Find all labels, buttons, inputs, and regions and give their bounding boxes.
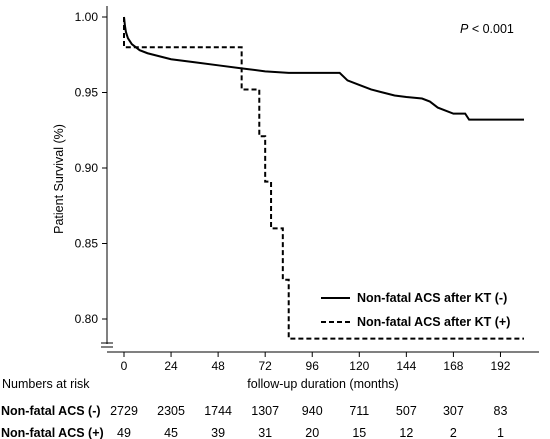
risk-count: 83 — [494, 404, 508, 418]
risk-count: 1744 — [204, 404, 232, 418]
x-axis-title: follow-up duration (months) — [247, 377, 398, 391]
risk-count: 39 — [211, 426, 225, 439]
y-tick-label: 0.80 — [75, 312, 99, 326]
y-tick-label: 1.00 — [75, 10, 99, 24]
y-tick-label: 0.95 — [75, 86, 99, 100]
risk-count: 31 — [258, 426, 272, 439]
risk-count: 12 — [399, 426, 413, 439]
survival-line-acs-positive — [123, 17, 524, 340]
risk-count: 307 — [443, 404, 464, 418]
x-tick-label: 120 — [349, 359, 369, 373]
x-tick-label: 144 — [396, 359, 416, 373]
x-tick-label: 72 — [258, 359, 272, 373]
p-value-annotation: P < 0.001 — [460, 22, 514, 36]
risk-row-label-positive: Non-fatal ACS (+) — [1, 426, 104, 439]
y-axis-title: Patient Survival (%) — [52, 124, 66, 234]
risk-count: 2729 — [110, 404, 138, 418]
survival-line-acs-negative — [123, 16, 524, 121]
x-ticks: 0 24 48 72 96 120 144 168 192 — [121, 352, 511, 373]
x-tick-label: 0 — [121, 359, 128, 373]
legend: Non-fatal ACS after KT (-) Non-fatal ACS… — [321, 291, 510, 329]
risk-table-values: 2729 2305 1744 1307 940 711 507 307 83 49 45 39 31 20… — [110, 404, 507, 439]
risk-table-title: Numbers at risk — [2, 377, 90, 391]
risk-count: 2 — [450, 426, 457, 439]
y-tick-label: 0.90 — [75, 161, 99, 175]
y-ticks: 0.80 0.85 0.90 0.95 1.00 — [75, 10, 107, 326]
p-value-symbol: P — [460, 22, 469, 36]
risk-count: 1 — [497, 426, 504, 439]
risk-row-label-negative: Non-fatal ACS (-) — [1, 404, 101, 418]
risk-count: 940 — [302, 404, 323, 418]
risk-count: 507 — [396, 404, 417, 418]
legend-label-positive: Non-fatal ACS after KT (+) — [357, 315, 510, 329]
x-tick-label: 168 — [443, 359, 463, 373]
risk-count: 49 — [117, 426, 131, 439]
legend-label-negative: Non-fatal ACS after KT (-) — [357, 291, 507, 305]
risk-count: 20 — [305, 426, 319, 439]
y-tick-label: 0.85 — [75, 237, 99, 251]
risk-count: 45 — [164, 426, 178, 439]
risk-count: 15 — [352, 426, 366, 439]
risk-count: 711 — [349, 404, 369, 418]
x-tick-label: 96 — [306, 359, 320, 373]
risk-count: 1307 — [251, 404, 279, 418]
p-value-text: < 0.001 — [468, 22, 514, 36]
axis-break-marker — [101, 342, 113, 348]
risk-count: 2305 — [157, 404, 185, 418]
x-tick-label: 48 — [211, 359, 225, 373]
survival-curves — [123, 16, 524, 340]
x-tick-label: 24 — [164, 359, 178, 373]
x-tick-label: 192 — [490, 359, 510, 373]
